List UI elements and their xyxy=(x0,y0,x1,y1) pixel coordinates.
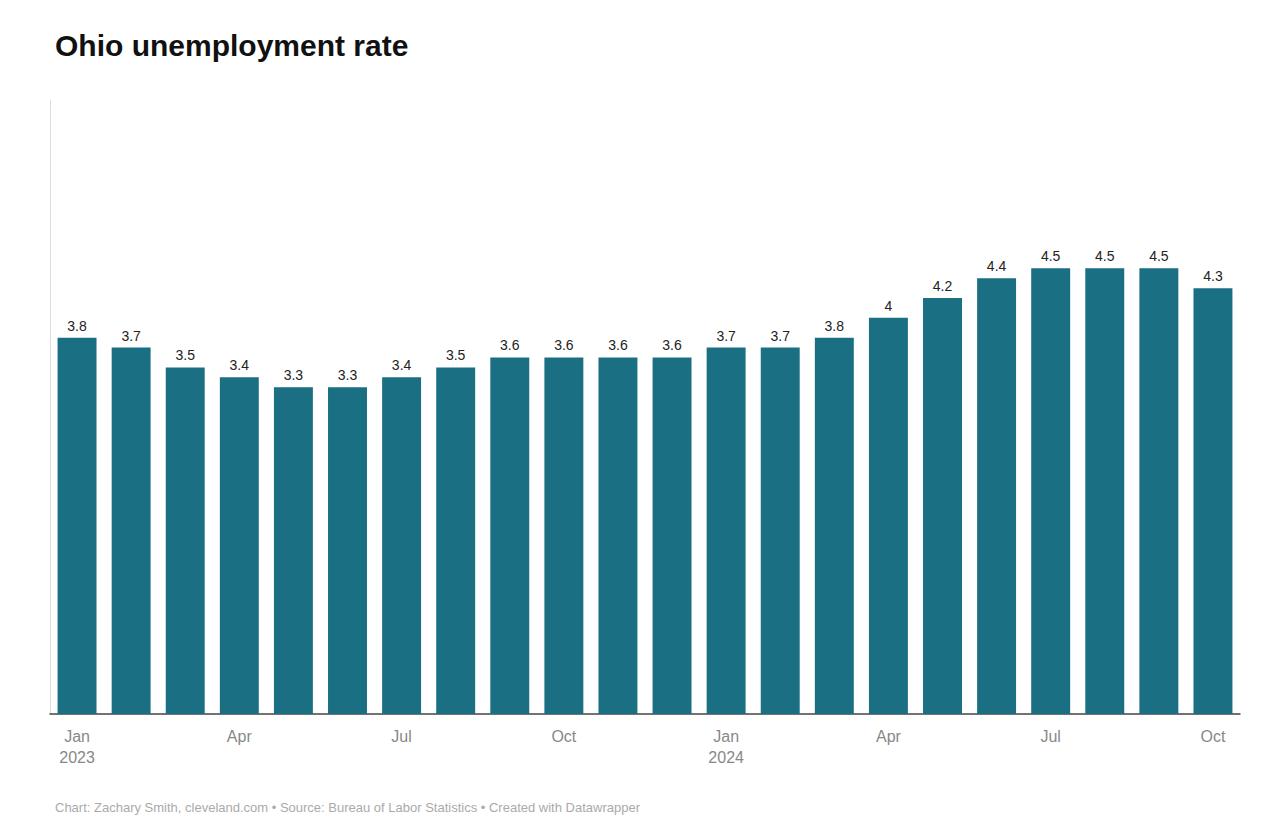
svg-text:3.7: 3.7 xyxy=(770,328,790,344)
svg-text:4: 4 xyxy=(885,298,893,314)
svg-text:3.8: 3.8 xyxy=(67,318,87,334)
svg-text:Oct: Oct xyxy=(1201,728,1226,745)
svg-text:Apr: Apr xyxy=(876,728,902,745)
svg-text:3.6: 3.6 xyxy=(500,337,520,353)
svg-text:Oct: Oct xyxy=(551,728,576,745)
svg-text:Chart: Zachary Smith, clevelan: Chart: Zachary Smith, cleveland.com • So… xyxy=(55,800,641,815)
svg-text:Jan: Jan xyxy=(64,728,90,745)
svg-text:3.8: 3.8 xyxy=(825,318,845,334)
svg-text:3.3: 3.3 xyxy=(284,367,304,383)
svg-text:Jul: Jul xyxy=(391,728,411,745)
svg-text:3.4: 3.4 xyxy=(392,357,412,373)
svg-text:Apr: Apr xyxy=(227,728,253,745)
svg-text:4.5: 4.5 xyxy=(1149,248,1169,264)
svg-text:3.5: 3.5 xyxy=(175,347,195,363)
svg-text:Ohio unemployment rate: Ohio unemployment rate xyxy=(55,29,408,62)
svg-text:3.7: 3.7 xyxy=(716,328,736,344)
svg-text:Jan: Jan xyxy=(713,728,739,745)
svg-text:4.2: 4.2 xyxy=(933,278,953,294)
svg-text:3.6: 3.6 xyxy=(608,337,628,353)
svg-text:4.3: 4.3 xyxy=(1203,268,1223,284)
svg-text:4.5: 4.5 xyxy=(1041,248,1061,264)
svg-text:3.5: 3.5 xyxy=(446,347,466,363)
svg-text:2023: 2023 xyxy=(59,749,95,766)
svg-text:4.4: 4.4 xyxy=(987,258,1007,274)
svg-text:Jul: Jul xyxy=(1040,728,1060,745)
svg-text:3.7: 3.7 xyxy=(121,328,141,344)
svg-text:3.6: 3.6 xyxy=(662,337,682,353)
svg-text:4.5: 4.5 xyxy=(1095,248,1115,264)
svg-text:3.3: 3.3 xyxy=(338,367,358,383)
svg-text:3.4: 3.4 xyxy=(230,357,250,373)
svg-text:3.6: 3.6 xyxy=(554,337,574,353)
svg-text:2024: 2024 xyxy=(708,749,744,766)
